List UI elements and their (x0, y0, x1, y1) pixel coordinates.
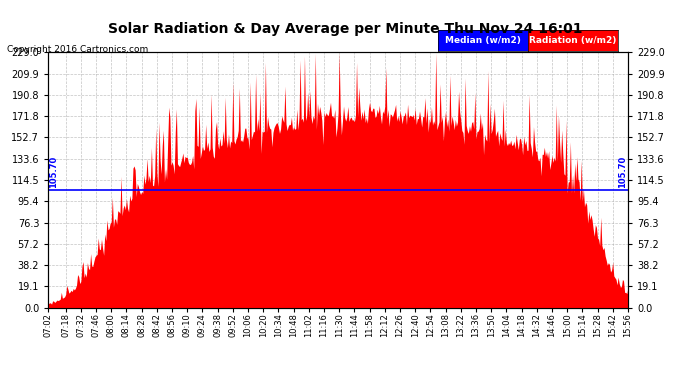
Text: 105.70: 105.70 (618, 155, 627, 188)
Text: Radiation (w/m2): Radiation (w/m2) (529, 36, 616, 45)
Text: Median (w/m2): Median (w/m2) (445, 36, 521, 45)
Text: Copyright 2016 Cartronics.com: Copyright 2016 Cartronics.com (7, 45, 148, 54)
Text: 105.70: 105.70 (50, 155, 59, 188)
Text: Solar Radiation & Day Average per Minute Thu Nov 24 16:01: Solar Radiation & Day Average per Minute… (108, 22, 582, 36)
